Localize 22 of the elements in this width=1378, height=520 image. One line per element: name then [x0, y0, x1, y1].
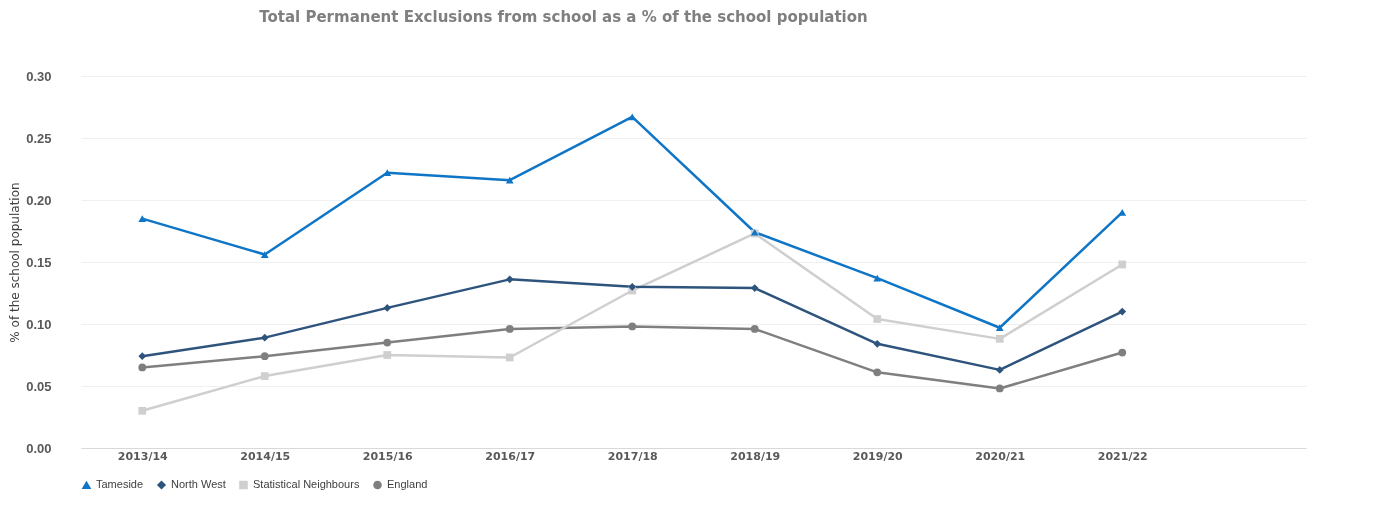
y-tick-label: 0.30: [26, 68, 52, 84]
x-tick-label: 2014/15: [240, 449, 291, 463]
x-tick-label: 2016/17: [485, 449, 536, 463]
y-axis-title: % of the school population: [8, 182, 23, 343]
y-tick-label: 0.15: [26, 254, 52, 270]
x-tick-label: 2021/22: [1097, 449, 1148, 463]
x-tick-label: 2017/18: [607, 449, 658, 463]
y-tick-label: 0.10: [26, 316, 52, 332]
legend-label: Tameside: [96, 478, 144, 491]
y-tick-label: 0.20: [26, 192, 52, 208]
x-tick-label: 2015/16: [362, 449, 414, 463]
y-tick-label: 0.00: [26, 440, 52, 456]
chart-title: Total Permanent Exclusions from school as a % of the school population: [259, 8, 868, 26]
x-tick-label: 2019/20: [852, 449, 904, 463]
legend-label: North West: [171, 477, 226, 490]
x-tick-label: 2018/19: [730, 449, 781, 463]
x-tick-label: 2020/21: [975, 449, 1026, 463]
x-tick-label: 2013/14: [117, 449, 169, 463]
y-tick-label: 0.05: [26, 378, 52, 394]
legend-label: England: [387, 477, 428, 490]
y-tick-label: 0.25: [26, 130, 52, 146]
legend-label: Statistical Neighbours: [253, 477, 360, 490]
